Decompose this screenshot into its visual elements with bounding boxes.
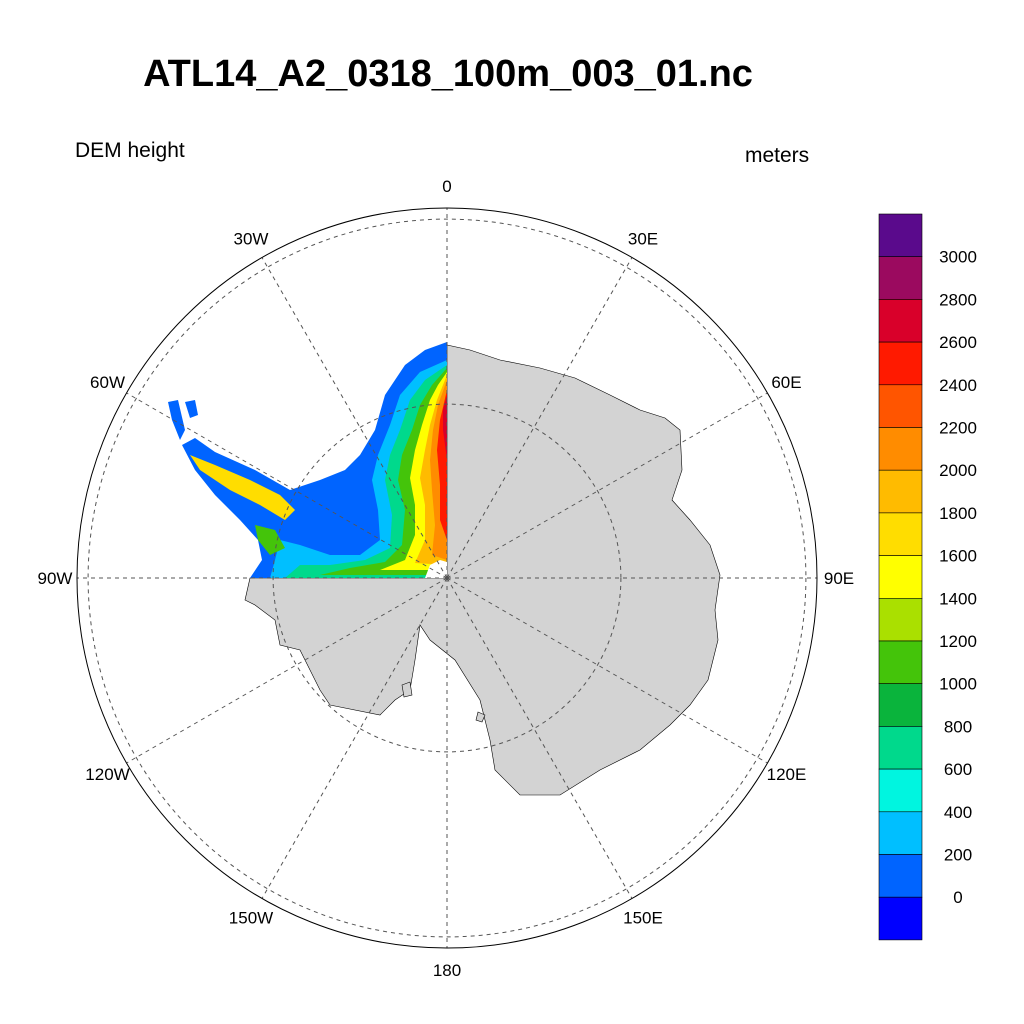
- longitude-label: 90E: [824, 569, 854, 588]
- longitude-label: 30E: [628, 230, 658, 249]
- polar-map: 0 30E 60E 90E 120E 150E 180 150W 120W 90W 60W 30W: [38, 177, 855, 980]
- dem-peninsula: [190, 455, 295, 520]
- colorbar-label: 1000: [939, 675, 977, 694]
- colorbar-swatch: [878, 213, 923, 258]
- graticule: [77, 208, 817, 948]
- colorbar-label: 0: [953, 888, 962, 907]
- colorbar-label: 2800: [939, 290, 977, 309]
- meridian-line: [126, 392, 448, 579]
- meridian-line: [446, 577, 768, 764]
- plot-title: ATL14_A2_0318_100m_003_01.nc: [143, 53, 753, 95]
- colorbar-label: 3000: [939, 248, 977, 267]
- colorbar-label: 1600: [939, 547, 977, 566]
- colorbar-swatch: [878, 384, 923, 428]
- island: [401, 681, 413, 698]
- colorbar-swatch: [878, 427, 923, 471]
- dem-ice-shelf-hole: [425, 560, 447, 578]
- longitude-label: 150E: [623, 908, 663, 927]
- latitude-circle: [272, 403, 622, 753]
- meridian-line: [446, 392, 768, 579]
- colorbar-swatch: [878, 854, 923, 898]
- dem-field: [168, 342, 447, 578]
- colorbar-label: 2000: [939, 461, 977, 480]
- colorbar-swatch: [878, 341, 923, 386]
- colorbar-label: 1400: [939, 589, 977, 608]
- meridian-line: [126, 577, 448, 764]
- colorbar-swatch: [878, 555, 923, 599]
- longitude-label: 180: [433, 961, 461, 980]
- dem-islands: [168, 400, 185, 440]
- latitude-circle: [87, 218, 807, 938]
- dem-band-8: [443, 395, 447, 460]
- longitude-label: 30W: [234, 230, 269, 249]
- meridian-line: [446, 577, 633, 899]
- longitude-label: 120E: [767, 765, 807, 784]
- meridian-line: [446, 257, 633, 579]
- colorbar-swatch: [878, 640, 923, 685]
- colorbar-swatch: [878, 299, 923, 343]
- longitude-labels: 0 30E 60E 90E 120E 150E 180 150W 120W 90W 60W 30W: [38, 177, 855, 980]
- colorbar-swatch: [878, 811, 923, 855]
- right-string: meters: [745, 144, 809, 167]
- left-string: DEM height: [75, 139, 185, 162]
- dem-peninsula-green: [255, 525, 285, 555]
- longitude-label: 90W: [38, 569, 73, 588]
- longitude-label: 120W: [85, 765, 129, 784]
- meridian-line: [261, 577, 448, 899]
- colorbar-label: 800: [944, 717, 972, 736]
- colorbar-label: 200: [944, 846, 972, 865]
- colorbar-swatch: [878, 896, 923, 941]
- colorbar-label: 1200: [939, 632, 977, 651]
- colorbar-swatch: [878, 726, 923, 770]
- colorbar-label: 2600: [939, 333, 977, 352]
- colorbar-swatch: [878, 683, 923, 727]
- colorbar-label: 2400: [939, 376, 977, 395]
- longitude-label: 0: [442, 177, 451, 196]
- map-border: [76, 207, 818, 949]
- colorbar: 3000280026002400220020001800160014001200…: [878, 213, 977, 941]
- longitude-label: 150W: [229, 908, 273, 927]
- colorbar-label: 400: [944, 803, 972, 822]
- colorbar-label: 600: [944, 760, 972, 779]
- meridian-line: [261, 257, 448, 579]
- colorbar-swatch: [878, 256, 923, 300]
- island: [475, 711, 486, 723]
- colorbar-swatch: [878, 768, 923, 813]
- dem-islands: [185, 400, 198, 418]
- longitude-label: 60W: [90, 373, 125, 392]
- colorbar-label: 2200: [939, 419, 977, 438]
- land-mass: [244, 344, 721, 796]
- longitude-label: 60E: [771, 373, 801, 392]
- colorbar-swatch: [878, 597, 923, 642]
- colorbar-swatch: [878, 512, 923, 556]
- colorbar-label: 1800: [939, 504, 977, 523]
- colorbar-swatch: [878, 469, 923, 514]
